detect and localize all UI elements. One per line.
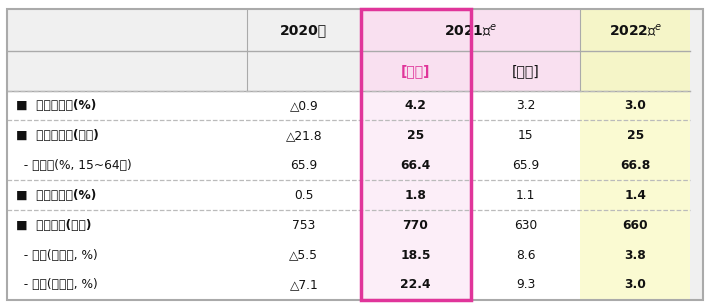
Bar xyxy=(361,9,581,51)
Text: [수정]: [수정] xyxy=(400,64,430,78)
Text: [당초]: [당초] xyxy=(512,64,540,78)
Text: 2022년$^e$: 2022년$^e$ xyxy=(608,22,662,39)
Text: △5.5: △5.5 xyxy=(290,248,318,262)
Text: 4.2: 4.2 xyxy=(405,99,427,112)
Bar xyxy=(581,9,690,51)
Text: 18.5: 18.5 xyxy=(400,248,431,262)
Bar xyxy=(361,91,471,300)
Text: 9.3: 9.3 xyxy=(515,278,535,291)
Text: △0.9: △0.9 xyxy=(290,99,318,112)
Text: 630: 630 xyxy=(514,218,537,232)
Text: 1.4: 1.4 xyxy=(625,189,646,202)
Text: - 수입(전년비, %): - 수입(전년비, %) xyxy=(16,278,97,291)
Text: 2020년: 2020년 xyxy=(280,23,327,37)
Text: 660: 660 xyxy=(623,218,648,232)
Text: - 수출(전년비, %): - 수출(전년비, %) xyxy=(16,248,97,262)
Text: 65.9: 65.9 xyxy=(290,159,317,172)
Text: 3.8: 3.8 xyxy=(625,248,646,262)
Text: 8.6: 8.6 xyxy=(515,248,535,262)
Bar xyxy=(7,51,361,91)
Text: 66.8: 66.8 xyxy=(621,159,650,172)
Text: 3.0: 3.0 xyxy=(625,99,646,112)
Text: 65.9: 65.9 xyxy=(512,159,539,172)
Text: 25: 25 xyxy=(627,129,644,142)
Text: 753: 753 xyxy=(293,218,315,232)
Text: 3.2: 3.2 xyxy=(515,99,535,112)
Text: ■  경상수지(억불): ■ 경상수지(억불) xyxy=(16,218,91,232)
Text: 1.1: 1.1 xyxy=(515,189,535,202)
Text: ■  소비자물가(%): ■ 소비자물가(%) xyxy=(16,189,96,202)
Text: 25: 25 xyxy=(407,129,424,142)
Text: 3.0: 3.0 xyxy=(625,278,646,291)
Text: 770: 770 xyxy=(403,218,428,232)
Text: △7.1: △7.1 xyxy=(290,278,318,291)
Text: 2021년$^e$: 2021년$^e$ xyxy=(444,22,497,39)
Text: ■  경제성장률(%): ■ 경제성장률(%) xyxy=(16,99,96,112)
Text: 1.8: 1.8 xyxy=(405,189,427,202)
Bar xyxy=(581,91,690,300)
Bar xyxy=(471,51,581,91)
Text: 0.5: 0.5 xyxy=(294,189,314,202)
Text: ■  취업자증감(만명): ■ 취업자증감(만명) xyxy=(16,129,99,142)
Text: - 고용률(%, 15~64세): - 고용률(%, 15~64세) xyxy=(16,159,131,172)
Bar xyxy=(581,51,690,91)
Text: 15: 15 xyxy=(518,129,533,142)
Text: 22.4: 22.4 xyxy=(400,278,431,291)
Bar xyxy=(361,9,471,300)
Bar xyxy=(361,51,471,91)
Bar xyxy=(7,91,690,300)
Bar xyxy=(7,9,361,51)
Text: 66.4: 66.4 xyxy=(400,159,431,172)
Text: △21.8: △21.8 xyxy=(285,129,322,142)
